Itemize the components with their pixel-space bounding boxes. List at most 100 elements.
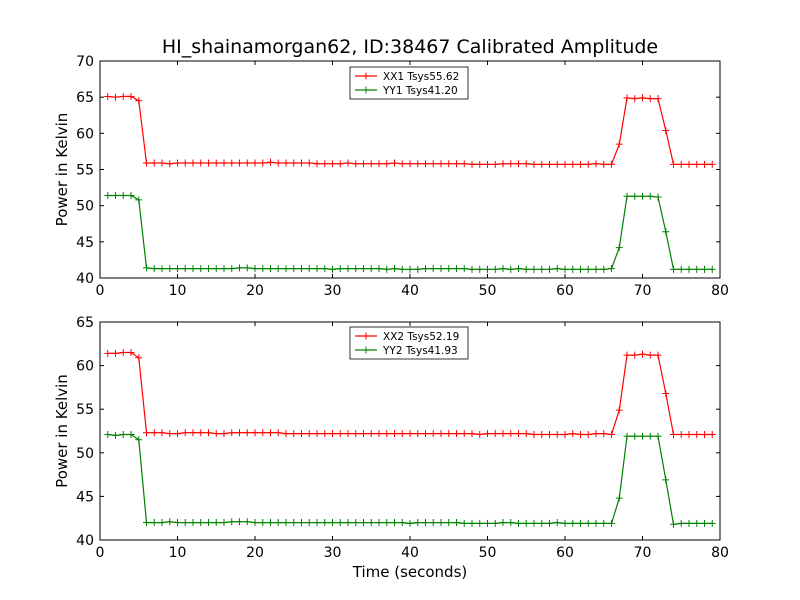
data-point-marker xyxy=(685,519,693,527)
data-point-marker xyxy=(437,430,445,438)
data-point-marker xyxy=(561,519,569,527)
legend-label: YY1 Tsys41.20 xyxy=(382,85,458,97)
data-point-marker xyxy=(530,430,538,438)
data-point-marker xyxy=(259,429,267,437)
data-point-marker xyxy=(639,350,646,358)
data-point-marker xyxy=(592,519,600,527)
data-point-marker xyxy=(112,192,119,200)
data-point-marker xyxy=(360,265,367,273)
x-tick-label: 30 xyxy=(324,545,342,561)
data-point-marker xyxy=(119,349,127,357)
data-point-marker xyxy=(104,92,112,100)
data-point-marker xyxy=(189,159,197,167)
data-point-marker xyxy=(143,264,150,272)
data-point-marker xyxy=(561,265,569,273)
data-point-marker xyxy=(491,519,499,527)
data-point-marker xyxy=(251,265,259,273)
data-point-marker xyxy=(476,519,484,527)
data-point-marker xyxy=(453,265,460,273)
data-point-marker xyxy=(290,430,298,438)
data-point-marker xyxy=(305,519,313,527)
data-point-marker xyxy=(615,244,623,252)
data-point-marker xyxy=(375,265,383,273)
x-tick-label: 60 xyxy=(556,545,574,561)
data-point-marker xyxy=(236,159,243,167)
data-point-marker xyxy=(515,430,522,438)
data-point-marker xyxy=(290,519,298,527)
data-point-marker xyxy=(290,159,298,167)
data-point-marker xyxy=(468,430,476,438)
data-point-marker xyxy=(212,519,220,527)
data-point-marker xyxy=(422,519,429,527)
data-point-marker xyxy=(391,159,398,167)
data-point-marker xyxy=(391,430,398,438)
data-point-marker xyxy=(608,265,615,273)
legend-marker xyxy=(362,72,370,80)
legend-box xyxy=(349,326,469,360)
data-point-marker xyxy=(336,519,344,527)
data-point-marker xyxy=(220,519,228,527)
data-point-marker xyxy=(143,519,150,527)
data-point-marker xyxy=(623,432,631,440)
data-point-marker xyxy=(282,265,290,273)
data-point-marker xyxy=(329,160,336,168)
x-tick-label: 20 xyxy=(246,545,264,561)
data-point-marker xyxy=(670,265,677,273)
data-point-marker xyxy=(220,265,228,273)
data-point-marker xyxy=(491,160,499,168)
data-point-marker xyxy=(313,430,321,438)
data-point-marker xyxy=(499,160,507,168)
data-point-marker xyxy=(251,429,259,437)
y-tick-label: 65 xyxy=(76,315,94,331)
data-point-marker xyxy=(460,519,468,527)
data-point-marker xyxy=(174,265,181,273)
data-point-marker xyxy=(112,93,119,101)
data-point-marker xyxy=(445,160,453,168)
plot-area: 0 10 20 30 40 50 60 70 80 40 45 50 55 60 65 70 Power in … xyxy=(53,54,729,561)
data-point-marker xyxy=(274,429,282,437)
data-point-marker xyxy=(360,430,367,438)
y-tick-label: 70 xyxy=(76,54,94,70)
series-xx1 xyxy=(104,92,716,168)
data-point-marker xyxy=(375,519,383,527)
data-point-marker xyxy=(445,430,453,438)
data-point-marker xyxy=(398,160,406,168)
data-point-marker xyxy=(639,192,646,200)
data-point-marker xyxy=(577,265,584,273)
data-point-marker xyxy=(313,265,321,273)
data-point-marker xyxy=(515,160,522,168)
data-point-marker xyxy=(352,519,360,527)
data-point-marker xyxy=(352,265,360,273)
data-point-marker xyxy=(468,519,476,527)
data-point-marker xyxy=(174,430,181,438)
data-point-marker xyxy=(383,265,391,273)
data-point-marker xyxy=(615,494,623,502)
data-point-marker xyxy=(577,160,584,168)
data-point-marker xyxy=(189,519,197,527)
data-point-marker xyxy=(553,430,561,438)
data-point-marker xyxy=(553,265,561,273)
data-point-marker xyxy=(383,430,391,438)
data-point-marker xyxy=(127,192,135,200)
data-point-marker xyxy=(646,432,654,440)
data-point-marker xyxy=(422,430,429,438)
data-point-marker xyxy=(243,429,251,437)
data-point-marker xyxy=(592,265,600,273)
data-point-marker xyxy=(189,429,197,437)
x-tick-label: 20 xyxy=(246,283,264,299)
legend-label: XX2 Tsys52.19 xyxy=(383,331,459,343)
data-point-marker xyxy=(662,228,670,236)
data-point-marker xyxy=(181,429,189,437)
x-tick-label: 10 xyxy=(169,283,187,299)
data-point-marker xyxy=(274,519,282,527)
data-point-marker xyxy=(414,519,422,527)
data-point-marker xyxy=(391,265,398,273)
data-point-marker xyxy=(329,430,336,438)
data-point-marker xyxy=(166,518,174,526)
y-tick-label: 50 xyxy=(76,199,94,215)
data-point-marker xyxy=(398,265,406,273)
data-point-marker xyxy=(367,265,375,273)
x-tick-label: 0 xyxy=(96,545,105,561)
figure-title: HI_shainamorgan62, ID:38467 Calibrated A… xyxy=(162,36,658,58)
